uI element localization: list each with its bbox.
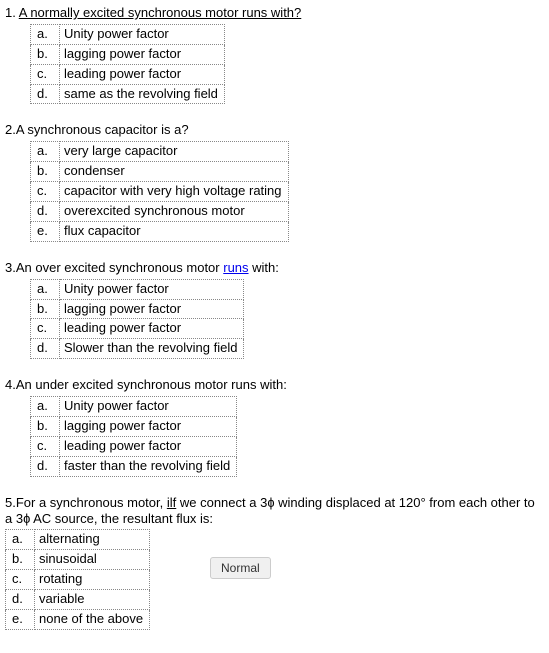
q-body-link: runs <box>223 260 248 275</box>
question-2-options: a.very large capacitor b.condenser c.cap… <box>30 141 289 241</box>
opt-text: lagging power factor <box>60 299 244 319</box>
opt-text: sinusoidal <box>35 550 150 570</box>
table-row: e.none of the above <box>6 609 150 629</box>
opt-letter: e. <box>31 221 60 241</box>
table-row: a.very large capacitor <box>31 142 289 162</box>
opt-letter: a. <box>31 24 60 44</box>
question-1-options: a.Unity power factor b.lagging power fac… <box>30 24 225 105</box>
question-5: 5.For a synchronous motor, ilf we connec… <box>5 495 544 630</box>
q-seg: AC source, the resultant flux is: <box>30 511 213 526</box>
opt-letter: a. <box>31 142 60 162</box>
q-body: A normally excited synchronous motor run… <box>19 5 302 20</box>
table-row: b.lagging power factor <box>31 44 225 64</box>
opt-text: leading power factor <box>60 64 225 84</box>
table-row: a.Unity power factor <box>31 397 237 417</box>
table-row: c.capacitor with very high voltage ratin… <box>31 182 289 202</box>
opt-text: Slower than the revolving field <box>60 339 244 359</box>
question-3-options: a.Unity power factor b.lagging power fac… <box>30 279 244 360</box>
opt-letter: d. <box>31 456 60 476</box>
question-3: 3.An over excited synchronous motor runs… <box>5 260 544 359</box>
table-row: c.leading power factor <box>31 319 244 339</box>
table-row: d.Slower than the revolving field <box>31 339 244 359</box>
opt-text: Unity power factor <box>60 397 237 417</box>
opt-text: leading power factor <box>60 436 237 456</box>
table-row: a.alternating <box>6 530 150 550</box>
opt-text: Unity power factor <box>60 279 244 299</box>
question-5-text: 5.For a synchronous motor, ilf we connec… <box>5 495 544 528</box>
opt-letter: b. <box>31 299 60 319</box>
q-num: 5. <box>5 495 16 510</box>
opt-letter: b. <box>6 550 35 570</box>
opt-letter: b. <box>31 44 60 64</box>
table-row: c.rotating <box>6 569 150 589</box>
opt-letter: a. <box>6 530 35 550</box>
table-row: c.leading power factor <box>31 64 225 84</box>
opt-text: capacitor with very high voltage rating <box>60 182 289 202</box>
q-num: 4. <box>5 377 16 392</box>
question-2: 2.A synchronous capacitor is a? a.very l… <box>5 122 544 241</box>
table-row: a.Unity power factor <box>31 24 225 44</box>
opt-text: alternating <box>35 530 150 550</box>
opt-letter: a. <box>31 279 60 299</box>
table-row: b.sinusoidal <box>6 550 150 570</box>
q-num: 3. <box>5 260 16 275</box>
opt-letter: c. <box>6 569 35 589</box>
opt-letter: c. <box>31 319 60 339</box>
normal-badge[interactable]: Normal <box>210 557 271 579</box>
question-1: 1. A normally excited synchronous motor … <box>5 5 544 104</box>
opt-letter: e. <box>6 609 35 629</box>
opt-text: variable <box>35 589 150 609</box>
q-body: An under excited synchronous motor runs … <box>16 377 287 392</box>
opt-text: leading power factor <box>60 319 244 339</box>
opt-text: rotating <box>35 569 150 589</box>
table-row: b.lagging power factor <box>31 299 244 319</box>
opt-text: same as the revolving field <box>60 84 225 104</box>
q-body-before: An over excited synchronous motor <box>16 260 223 275</box>
q-num: 1. <box>5 5 16 20</box>
q-seg: For a synchronous motor, <box>16 495 167 510</box>
opt-letter: c. <box>31 182 60 202</box>
opt-text: faster than the revolving field <box>60 456 237 476</box>
opt-text: condenser <box>60 162 289 182</box>
table-row: d.same as the revolving field <box>31 84 225 104</box>
opt-text: flux capacitor <box>60 221 289 241</box>
table-row: e.flux capacitor <box>31 221 289 241</box>
opt-letter: c. <box>31 64 60 84</box>
question-5-options: a.alternating b.sinusoidal c.rotating d.… <box>5 529 150 629</box>
opt-text: overexcited synchronous motor <box>60 202 289 222</box>
q-seg: we connect a 3 <box>176 495 267 510</box>
table-row: d.variable <box>6 589 150 609</box>
question-4-options: a.Unity power factor b.lagging power fac… <box>30 396 237 477</box>
table-row: b.condenser <box>31 162 289 182</box>
opt-letter: d. <box>6 589 35 609</box>
opt-letter: b. <box>31 162 60 182</box>
q-seg-ilf: ilf <box>167 495 176 510</box>
opt-text: very large capacitor <box>60 142 289 162</box>
table-row: c.leading power factor <box>31 436 237 456</box>
q-body-after: with: <box>249 260 279 275</box>
opt-letter: d. <box>31 84 60 104</box>
opt-letter: d. <box>31 339 60 359</box>
q-num: 2. <box>5 122 16 137</box>
table-row: b.lagging power factor <box>31 417 237 437</box>
question-2-text: 2.A synchronous capacitor is a? <box>5 122 544 139</box>
opt-text: Unity power factor <box>60 24 225 44</box>
opt-letter: d. <box>31 202 60 222</box>
table-row: d.overexcited synchronous motor <box>31 202 289 222</box>
question-4: 4.An under excited synchronous motor run… <box>5 377 544 476</box>
question-4-text: 4.An under excited synchronous motor run… <box>5 377 544 394</box>
question-1-text: 1. A normally excited synchronous motor … <box>5 5 544 22</box>
opt-letter: c. <box>31 436 60 456</box>
opt-letter: b. <box>31 417 60 437</box>
table-row: d.faster than the revolving field <box>31 456 237 476</box>
q-body: A synchronous capacitor is a? <box>16 122 189 137</box>
opt-text: lagging power factor <box>60 44 225 64</box>
table-row: a.Unity power factor <box>31 279 244 299</box>
opt-text: none of the above <box>35 609 150 629</box>
question-3-text: 3.An over excited synchronous motor runs… <box>5 260 544 277</box>
opt-letter: a. <box>31 397 60 417</box>
opt-text: lagging power factor <box>60 417 237 437</box>
